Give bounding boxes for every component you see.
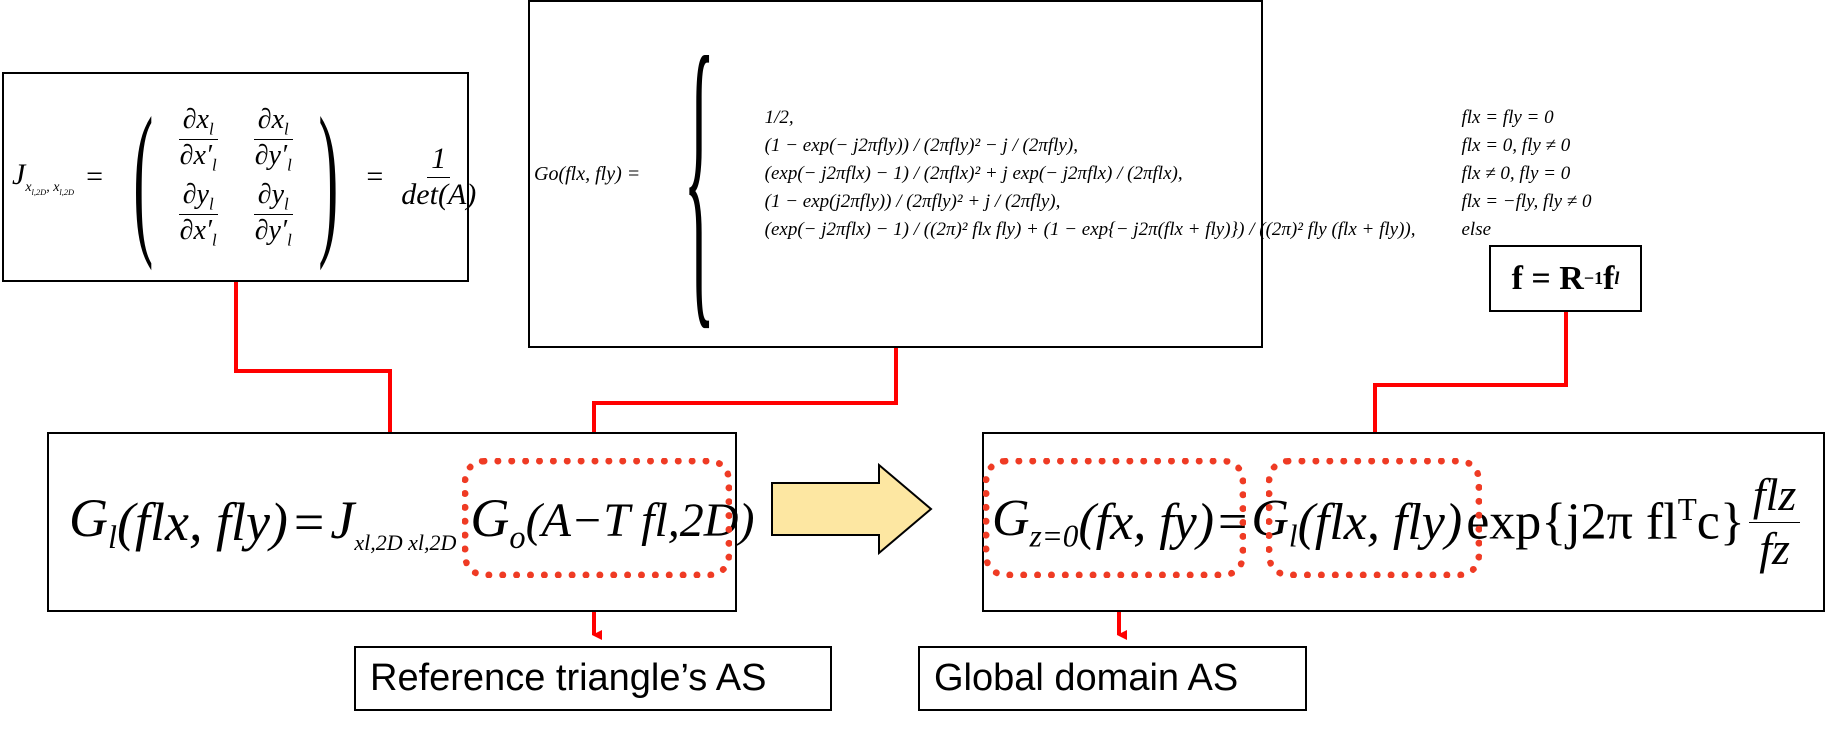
cases-expression: (exp(− j2πflx) − 1) / ((2π)² flx fly) + … (764, 219, 1416, 240)
cases-box: Go(flx, fly) = { 1/2, flx = fly = 0 (1 − e… (528, 0, 1591, 348)
det-fraction: 1 det(A) (401, 142, 477, 211)
local-jacobian: Jxl,2D xl,2D (330, 489, 457, 555)
jacobian-symbol: Jxl,2D, xl,2D (12, 157, 75, 197)
cases-condition: flx = fly = 0 (1461, 107, 1554, 128)
local-highlight (462, 458, 732, 578)
cases-condition: else (1461, 219, 1492, 240)
global-g0-highlight (983, 458, 1246, 578)
cases-expression: (1 − exp(j2πfly)) / (2πfly)² + j / (2πfl… (764, 191, 1061, 212)
global-fraction: flz fz (1748, 469, 1801, 576)
cases-condition: flx = −fly, fly ≠ 0 (1461, 191, 1592, 212)
cases-row: 1/2, flx = fly = 0 (759, 104, 1598, 132)
cases-condition: flx ≠ 0, fly = 0 (1461, 163, 1571, 184)
global-g: Gz=0 (992, 490, 1079, 554)
block-arrow (771, 462, 933, 556)
local-go: Go(A−T fl,2D) (470, 488, 755, 556)
cases-expression: (exp(− j2πflx) − 1) / (2πflx)² + j exp(−… (764, 163, 1183, 184)
cases-row: (exp(− j2πflx) − 1) / ((2π)² flx fly) + … (759, 216, 1598, 244)
cases-row: (exp(− j2πflx) − 1) / (2πflx)² + j exp(−… (759, 160, 1598, 188)
local-g: Gl (69, 488, 117, 556)
global-exp: exp{j2π flTc} (1466, 492, 1745, 551)
connector-cases (592, 347, 898, 457)
cases-row: (1 − exp(j2πfly)) / (2πfly)² + j / (2πfl… (759, 188, 1598, 216)
cases-lhs: Go(flx, fly) = (534, 162, 641, 185)
cases-expression: (1 − exp(− j2πfly)) / (2πfly)² − j / (2π… (764, 135, 1078, 156)
global-domain-label: Global domain AS (918, 646, 1307, 711)
cases-row: (1 − exp(− j2πfly)) / (2πfly)² − j / (2π… (759, 132, 1598, 160)
cases-table: 1/2, flx = fly = 0 (1 − exp(− j2πfly)) / (… (759, 104, 1598, 244)
connector-jacobian (234, 280, 398, 457)
local-args: (flx, fly) (117, 492, 288, 552)
cases-condition: flx = 0, fly ≠ 0 (1461, 135, 1571, 156)
jacobian-matrix: ( ∂xl ∂x′l ∂xl ∂y′l ∂yl ∂x′l ∂yl ∂y′l ) (133, 83, 338, 271)
global-args: (fx, fy) (1078, 493, 1215, 551)
reference-triangle-label: Reference triangle’s AS (354, 646, 832, 711)
jacobian-box: Jxl,2D, xl,2D = ( ∂xl ∂x′l ∂xl ∂y′l ∂yl ∂x′… (2, 72, 476, 282)
cases-expression: 1/2, (764, 107, 794, 128)
rotation-box: f = R −1 f l (1489, 245, 1642, 312)
connector-rotation (1373, 310, 1568, 457)
global-gl-highlight (1266, 458, 1482, 578)
global-args2: (flx, fly) (1297, 493, 1463, 551)
